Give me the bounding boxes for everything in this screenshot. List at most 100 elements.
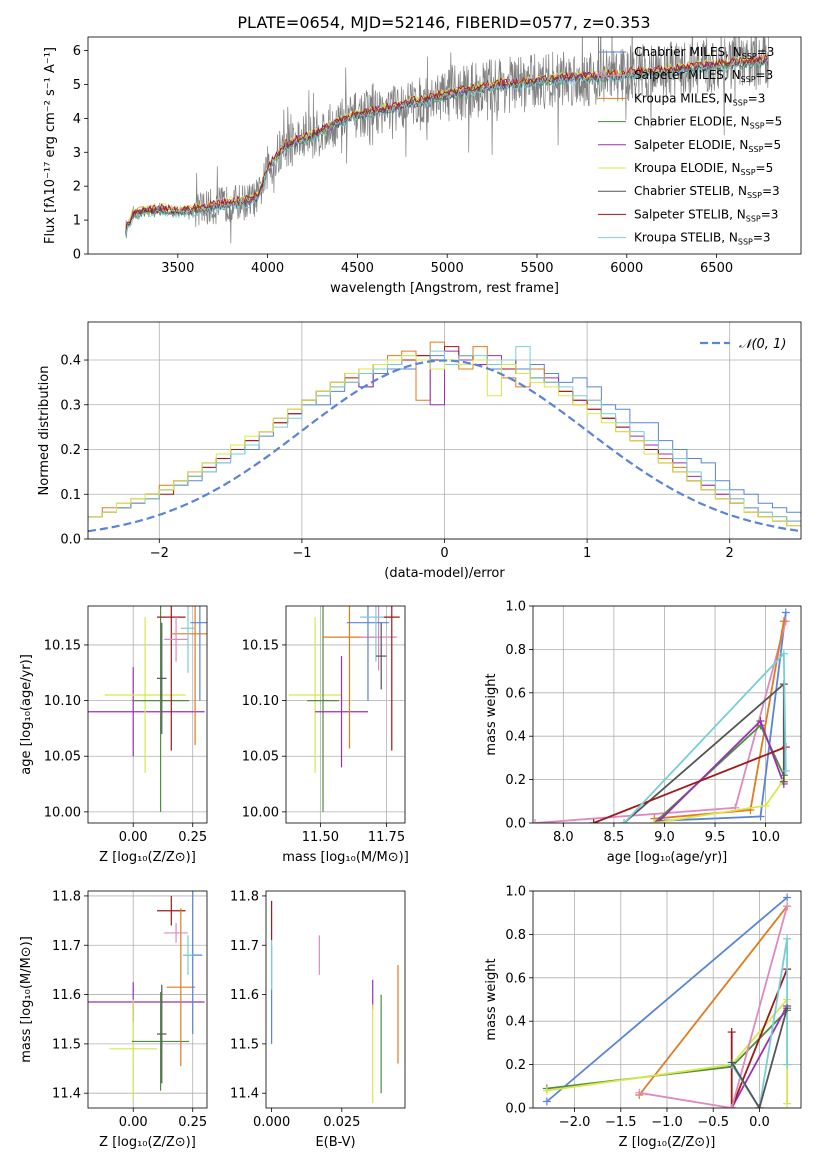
mass-weight-marker: [755, 1104, 764, 1108]
histogram-step-line: [88, 350, 801, 527]
x-tick-label: −1.0: [651, 1115, 683, 1130]
panel-mass_vs_ebv: 0.000 0.025 11.4 11.5 11.6 11.7 11.8 E(B-V): [230, 889, 406, 1150]
grid: [88, 891, 207, 1108]
y-tick-label: 0.8: [505, 643, 526, 658]
error-bar-point: [164, 923, 188, 943]
model-spectrum-line: [125, 59, 769, 237]
error-bar-point: [132, 606, 190, 812]
y-axis-label: age [log₁₀(age/yr)]: [19, 654, 34, 775]
x-tick-label: 0.00: [119, 1115, 148, 1130]
plot-area: [271, 900, 399, 1104]
x-tick-label: 0.25: [178, 830, 207, 845]
y-tick-label: 11.5: [52, 1037, 81, 1052]
x-axis-label: Z [log₁₀(Z/Z⊙)]: [99, 1135, 196, 1150]
grid: [286, 606, 405, 823]
legend-label: Chabrier ELODIE, NSSP=5: [634, 115, 782, 131]
y-tick-label: 11.8: [52, 889, 81, 904]
x-axis-label: Z [log₁₀(Z/Z⊙)]: [99, 850, 196, 865]
y-axis-label: mass weight: [484, 673, 499, 755]
panels: Chabrier MILES, NSSP=3 Salpeter MILES, NS…: [19, 36, 802, 1150]
y-tick-label: 0.0: [60, 533, 81, 548]
x-tick-label: 0.25: [178, 1115, 207, 1130]
histogram-step-line: [88, 355, 801, 527]
legend-label: Salpeter ELODIE, NSSP=5: [634, 138, 781, 154]
mass-weight-line: [623, 651, 787, 823]
x-tick-label: 9.5: [705, 830, 726, 845]
normal-curve: [88, 359, 801, 533]
panel-spectrum: Chabrier MILES, NSSP=3 Salpeter MILES, NS…: [43, 36, 802, 296]
x-tick-label: 8.5: [604, 830, 625, 845]
x-tick-label: 10.0: [751, 830, 780, 845]
mass-weight-line: [534, 620, 787, 823]
x-tick-label: 0.000: [253, 1115, 290, 1130]
x-tick-label: 8.0: [553, 830, 574, 845]
panel-mass_weight_vs_age: 8.0 8.5 9.0 9.5 10.0 0.0 0.2 0.4 0.6 0.8 1.0 age [l…: [484, 600, 802, 865]
x-tick-label: 1: [583, 546, 591, 561]
panel-mass_weight_vs_Z: −2.0 −1.5 −1.0 −0.5 0.0 0.0 0.2 0.4 0.6 0.8 1.0 Z […: [484, 885, 802, 1150]
plot-area: [88, 606, 207, 812]
y-tick-label: 10.05: [44, 750, 81, 765]
mass-weight-marker: [783, 902, 792, 911]
plot-area: [125, 37, 770, 244]
error-bar-point: [383, 606, 400, 751]
data-spectrum-line: [125, 37, 770, 244]
axes-frame: [265, 890, 406, 1109]
error-bar-point: [307, 606, 339, 812]
grid: [88, 606, 207, 823]
mass-weight-marker: [783, 1004, 792, 1013]
x-axis-label: (data-model)/error: [384, 566, 505, 581]
mass-weight-marker: [756, 717, 765, 726]
error-bar-point: [157, 984, 167, 1084]
error-bar-point: [180, 606, 196, 673]
mass-weight-marker: [781, 766, 790, 775]
x-tick-label: 0: [440, 546, 448, 561]
axes-frame: [532, 605, 802, 824]
mass-weight-marker: [783, 1060, 792, 1069]
y-tick-label: 10.00: [44, 805, 81, 820]
mass-weight-marker: [727, 1028, 736, 1037]
y-tick-label: 11.6: [230, 988, 259, 1003]
y-axis-label: mass [log₁₀(M/M⊙)]: [19, 936, 34, 1063]
error-bar-point: [109, 999, 158, 1099]
mass-weight-line: [593, 746, 787, 823]
y-tick-label: 3: [73, 146, 81, 161]
plot-area: [88, 341, 801, 533]
y-axis-label: Normed distribution: [37, 366, 52, 496]
mass-weight-line: [639, 905, 788, 1108]
y-tick-label: 10.15: [242, 638, 279, 653]
x-tick-label: 4000: [251, 261, 284, 276]
error-bar-point: [157, 606, 186, 751]
x-tick-label: 4500: [341, 261, 374, 276]
y-tick-label: 1.0: [505, 885, 526, 900]
plot-area: [288, 606, 400, 812]
y-tick-label: 0.0: [505, 1102, 526, 1117]
legend-label: Kroupa ELODIE, NSSP=5: [634, 161, 773, 177]
x-tick-label: −1.5: [605, 1115, 637, 1130]
x-tick-label: 0.0: [749, 1115, 770, 1130]
axes-frame: [87, 36, 802, 255]
error-bar-point: [104, 617, 186, 773]
x-tick-label: 2: [726, 546, 734, 561]
histogram-step-line: [88, 346, 801, 527]
x-tick-label: −0.5: [697, 1115, 729, 1130]
mass-weight-line: [638, 905, 788, 1096]
legend: 𝒩(0, 1): [700, 337, 786, 352]
histogram-step-line: [88, 341, 801, 527]
y-tick-label: 0.6: [505, 686, 526, 701]
x-axis-label: age [log₁₀(age/yr)]: [607, 850, 728, 865]
y-tick-label: 0.6: [505, 971, 526, 986]
y-axis-label: mass weight: [484, 958, 499, 1040]
error-bar-point: [171, 606, 207, 746]
error-bar-point: [132, 992, 190, 1091]
mass-weight-marker: [620, 819, 629, 823]
y-tick-label: 10.05: [242, 750, 279, 765]
mass-weight-marker: [783, 893, 792, 902]
legend-label: 𝒩(0, 1): [739, 337, 786, 352]
panel-age_vs_mass: 11.50 11.75 10.00 10.05 10.10 10.15 mass [log₁…: [242, 605, 409, 865]
figure-title: PLATE=0654, MJD=52146, FIBERID=0577, z=0…: [237, 13, 650, 32]
axes-frame: [87, 605, 208, 824]
y-tick-label: 0.4: [505, 730, 526, 745]
x-tick-label: 3500: [161, 261, 194, 276]
legend-label: Chabrier MILES, NSSP=3: [634, 45, 774, 61]
